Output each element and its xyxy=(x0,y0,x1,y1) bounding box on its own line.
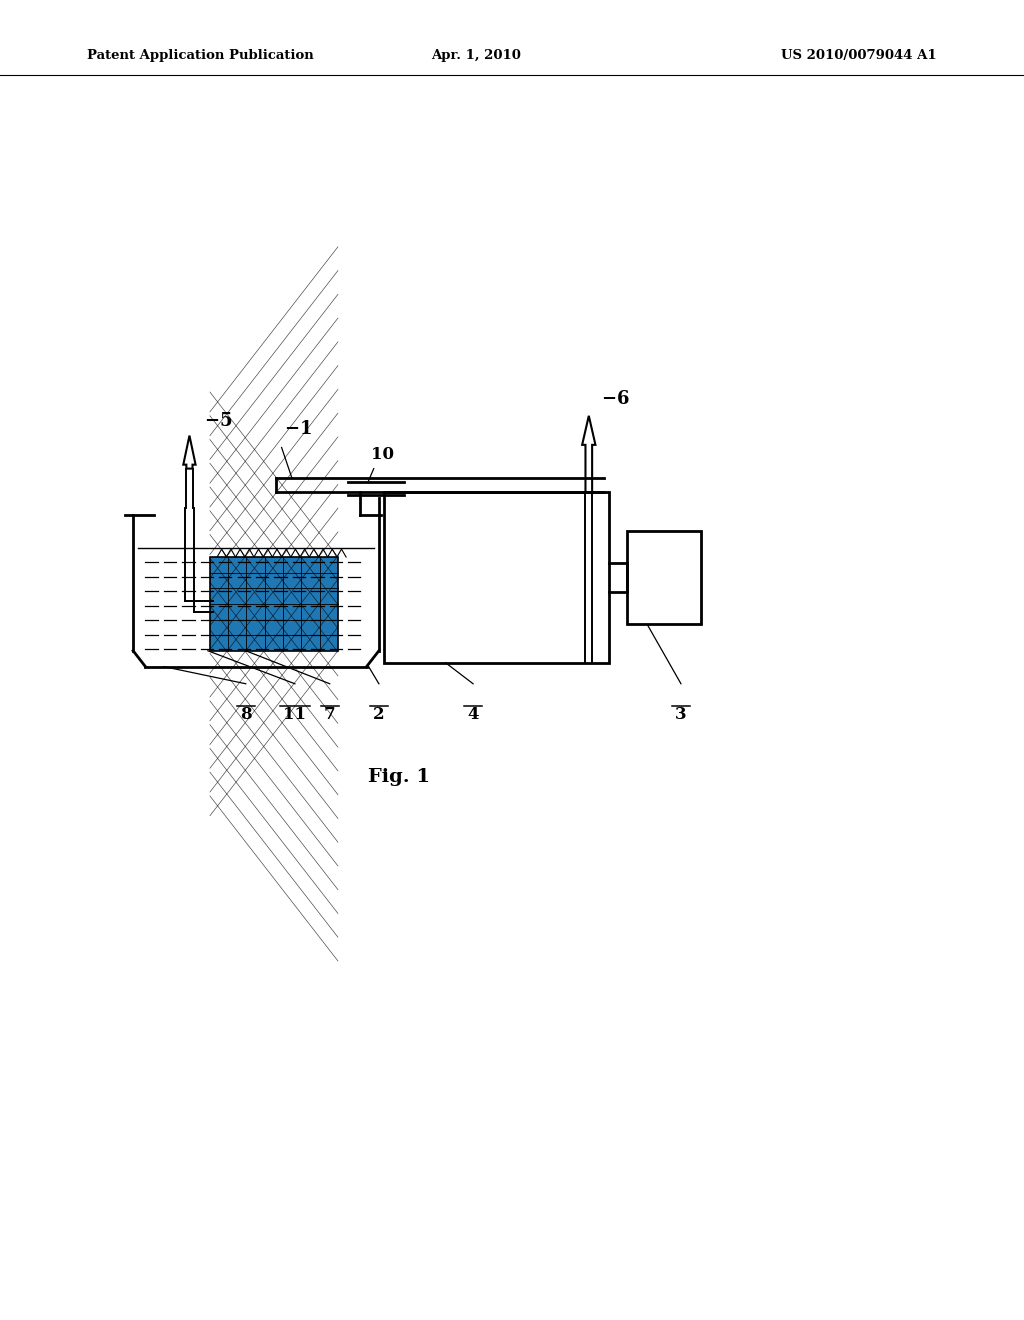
Text: 4: 4 xyxy=(467,706,479,723)
Text: 8: 8 xyxy=(240,706,252,723)
Text: $\mathregular{-}$1: $\mathregular{-}$1 xyxy=(284,420,311,438)
Text: Apr. 1, 2010: Apr. 1, 2010 xyxy=(431,49,521,62)
Text: 2: 2 xyxy=(373,706,385,723)
Bar xyxy=(210,557,338,651)
Text: 11: 11 xyxy=(284,706,306,723)
Text: US 2010/0079044 A1: US 2010/0079044 A1 xyxy=(781,49,937,62)
Bar xyxy=(384,492,609,663)
Bar xyxy=(210,557,338,651)
Text: Patent Application Publication: Patent Application Publication xyxy=(87,49,313,62)
Text: Fig. 1: Fig. 1 xyxy=(369,768,430,787)
Text: 7: 7 xyxy=(324,706,336,723)
Text: $\mathregular{-}$6: $\mathregular{-}$6 xyxy=(601,389,630,408)
Text: $\mathregular{-}$5: $\mathregular{-}$5 xyxy=(204,412,232,430)
Bar xyxy=(627,531,701,624)
Text: 10: 10 xyxy=(371,446,393,463)
Text: 3: 3 xyxy=(675,706,687,723)
